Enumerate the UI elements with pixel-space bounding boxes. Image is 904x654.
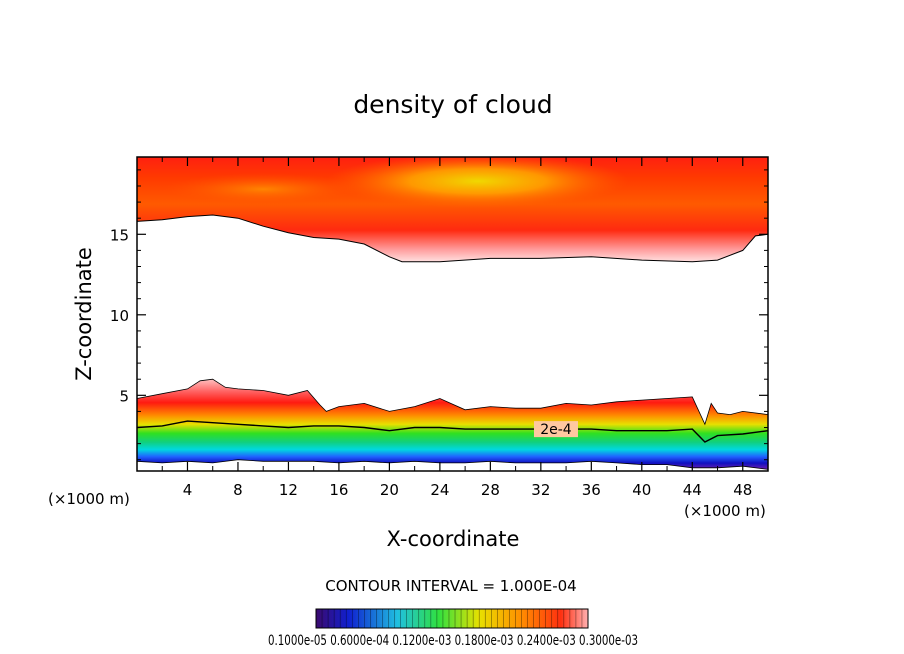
x-axis-ticks: 4 8 12 16 20 24 28 32 36 40 44 48	[161, 157, 752, 499]
x-axis-label: X-coordinate	[387, 527, 520, 551]
x-tick-label: 28	[481, 481, 500, 499]
x-tick-label: 4	[183, 481, 193, 499]
x-tick-label: 48	[733, 481, 752, 499]
chart-title: density of cloud	[353, 90, 552, 119]
x-tick-label: 8	[233, 481, 243, 499]
contour-label-background	[533, 421, 578, 438]
y-axis-label: Z-coordinate	[72, 247, 96, 381]
x-unit-label-right: (×1000 m)	[684, 502, 766, 520]
x-tick-label: 20	[380, 481, 399, 499]
x-tick-label: 36	[582, 481, 601, 499]
x-unit-label: (×1000 m)	[48, 490, 130, 508]
plot-frame	[136, 156, 769, 472]
contour-label: 2e-4	[540, 422, 572, 438]
x-tick-label: 24	[430, 481, 449, 499]
y-tick-label: 5	[119, 387, 129, 405]
upper-cloud-outline	[137, 214, 768, 263]
plot-area: 2e-4	[137, 157, 768, 471]
x-tick-label: 32	[531, 481, 550, 499]
contour-interval-text: CONTOUR INTERVAL = 1.000E-04	[325, 577, 576, 595]
x-tick-label: 16	[329, 481, 348, 499]
lower-cloud-layer	[137, 379, 768, 470]
upper-cloud-orange-region	[162, 173, 365, 206]
upper-cloud-core	[326, 157, 630, 209]
colorbar-bands	[321, 609, 583, 628]
colorbar-labels: 0.1000e-05 0.6000e-04 0.1200e-03 0.1800e…	[268, 633, 638, 649]
x-tick-label: 44	[683, 481, 702, 499]
contour-line-2e-4	[137, 420, 768, 443]
x-tick-label: 40	[632, 481, 651, 499]
lower-cloud-outline	[137, 378, 768, 470]
x-tick-label: 12	[279, 481, 298, 499]
y-tick-label: 15	[110, 226, 129, 244]
y-axis-ticks: 5 10 15	[110, 169, 768, 461]
y-tick-label: 10	[110, 307, 129, 325]
colorbar	[315, 608, 589, 629]
